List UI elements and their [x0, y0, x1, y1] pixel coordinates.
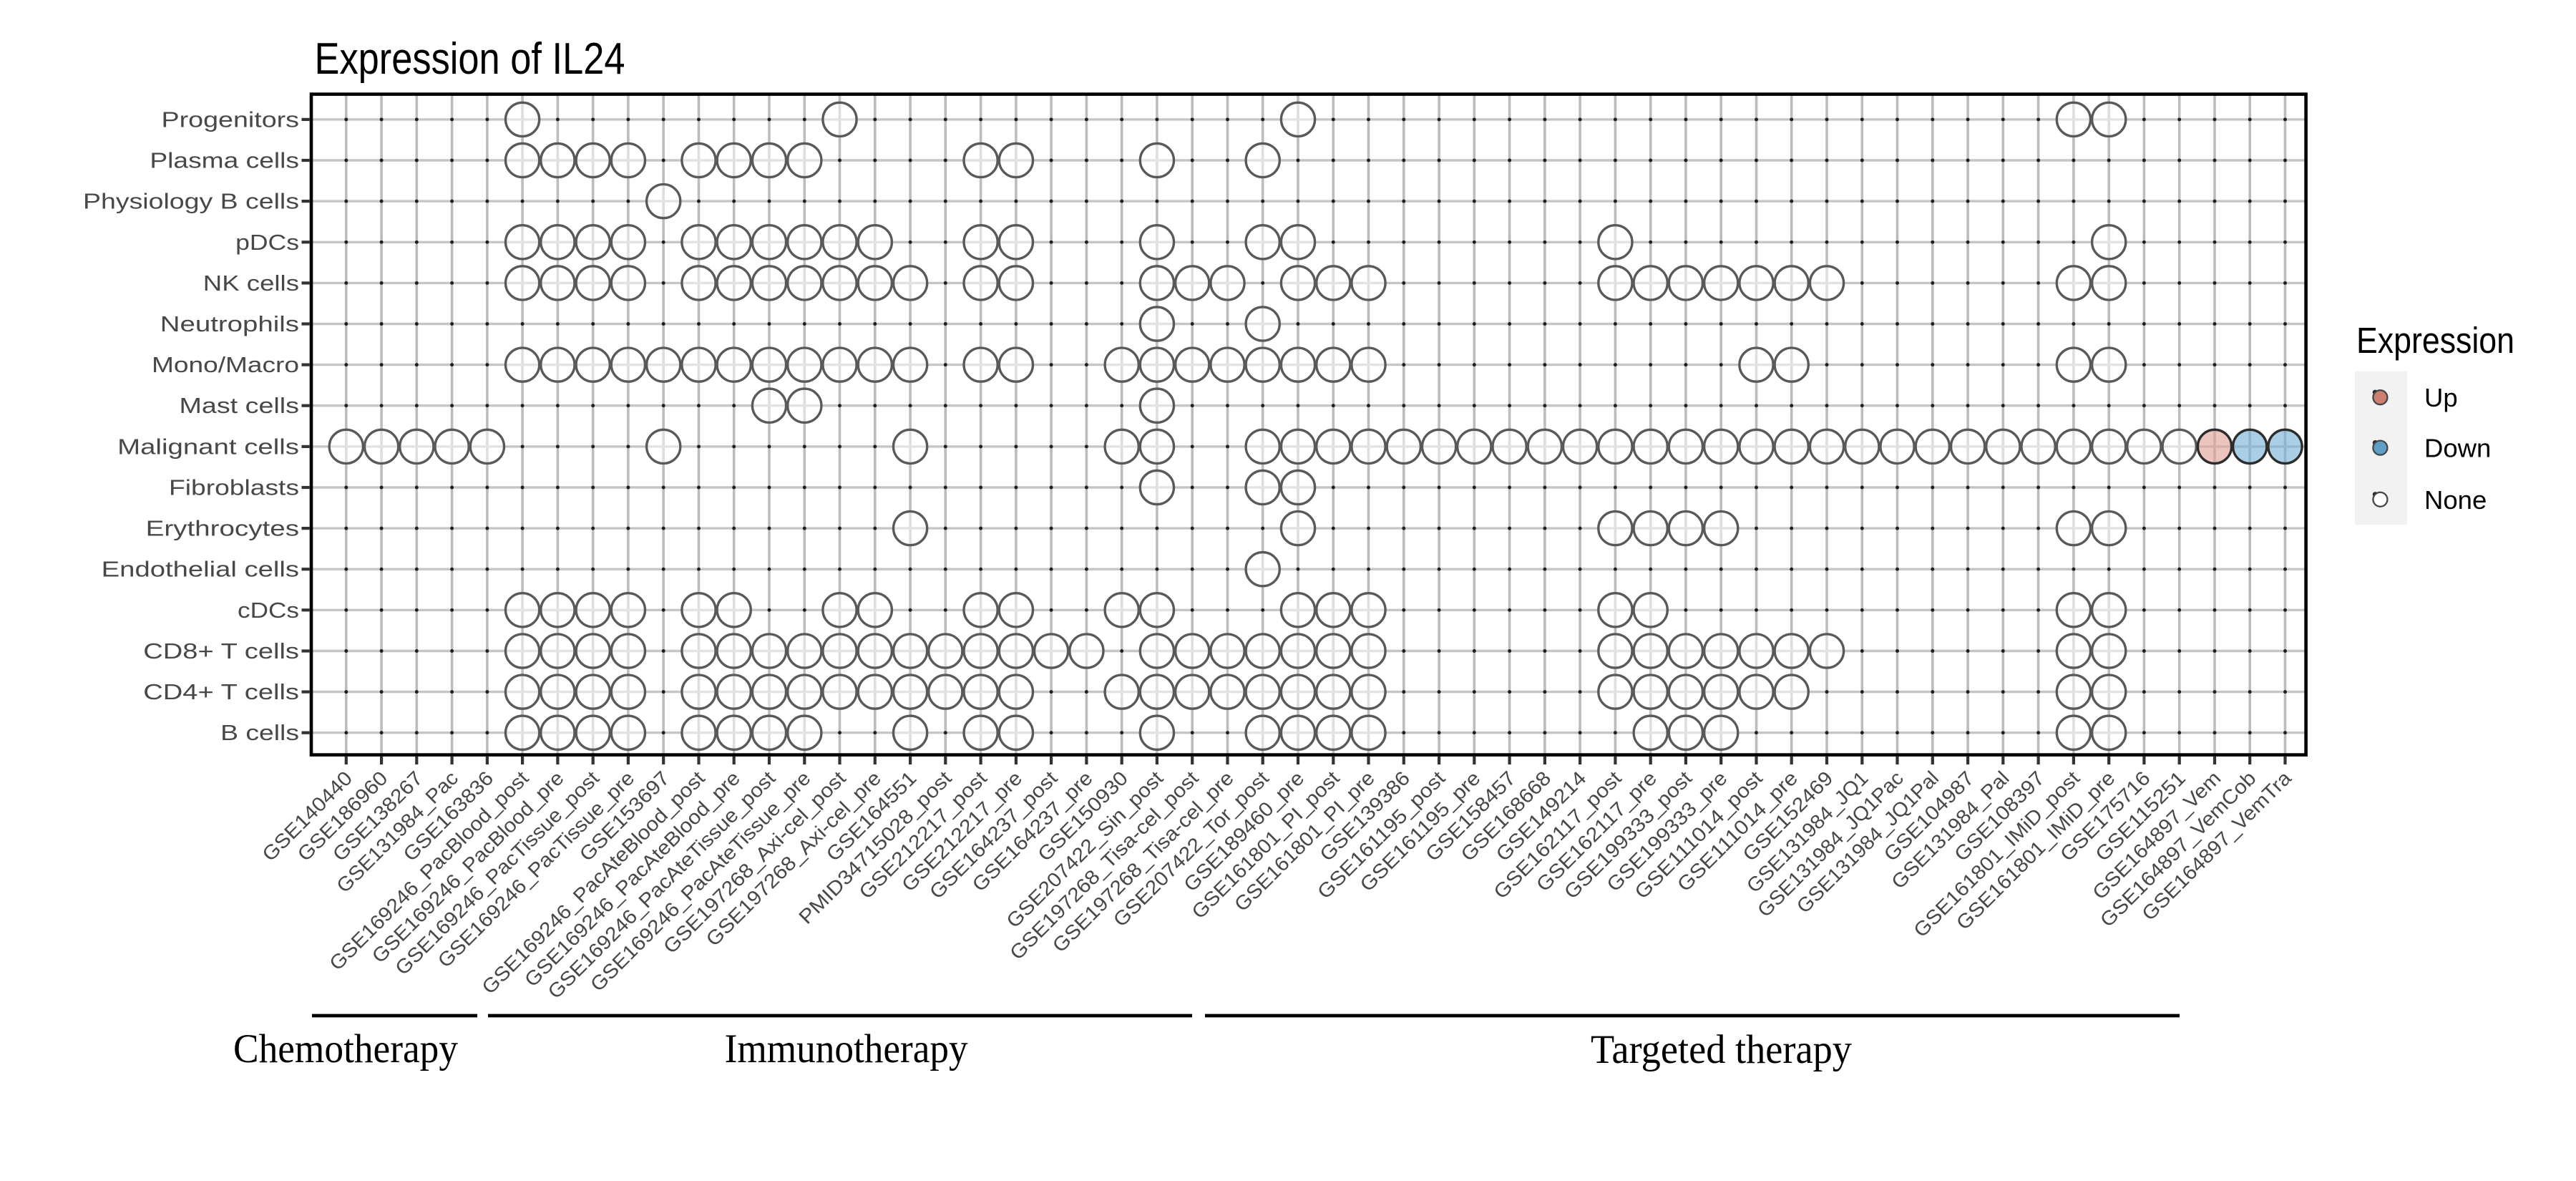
svg-text:Endothelial cells: Endothelial cells: [102, 557, 299, 582]
svg-text:Expression of IL24: Expression of IL24: [315, 34, 625, 84]
svg-text:CD8+ T cells: CD8+ T cells: [143, 638, 299, 664]
svg-text:CD4+ T cells: CD4+ T cells: [143, 679, 299, 704]
svg-text:Down: Down: [2424, 434, 2491, 463]
svg-text:Mono/Macro: Mono/Macro: [152, 352, 299, 377]
svg-text:Targeted therapy: Targeted therapy: [1591, 1027, 1852, 1072]
svg-text:Up: Up: [2424, 383, 2458, 412]
svg-text:Mast cells: Mast cells: [180, 393, 300, 418]
svg-text:Chemotherapy: Chemotherapy: [233, 1026, 458, 1071]
svg-text:B cells: B cells: [220, 720, 299, 745]
svg-text:Neutrophils: Neutrophils: [160, 311, 299, 336]
svg-text:Erythrocytes: Erythrocytes: [146, 516, 299, 541]
svg-text:None: None: [2424, 485, 2487, 515]
svg-text:Expression: Expression: [2356, 320, 2514, 361]
svg-text:cDCs: cDCs: [238, 598, 299, 623]
svg-text:Physiology B cells: Physiology B cells: [83, 189, 299, 214]
svg-text:Immunotherapy: Immunotherapy: [725, 1026, 968, 1071]
svg-text:Malignant cells: Malignant cells: [117, 434, 299, 459]
svg-text:Plasma cells: Plasma cells: [150, 148, 299, 173]
svg-text:Fibroblasts: Fibroblasts: [169, 475, 299, 500]
svg-text:Progenitors: Progenitors: [162, 107, 300, 132]
svg-text:NK cells: NK cells: [203, 271, 299, 296]
svg-text:pDCs: pDCs: [235, 230, 299, 255]
